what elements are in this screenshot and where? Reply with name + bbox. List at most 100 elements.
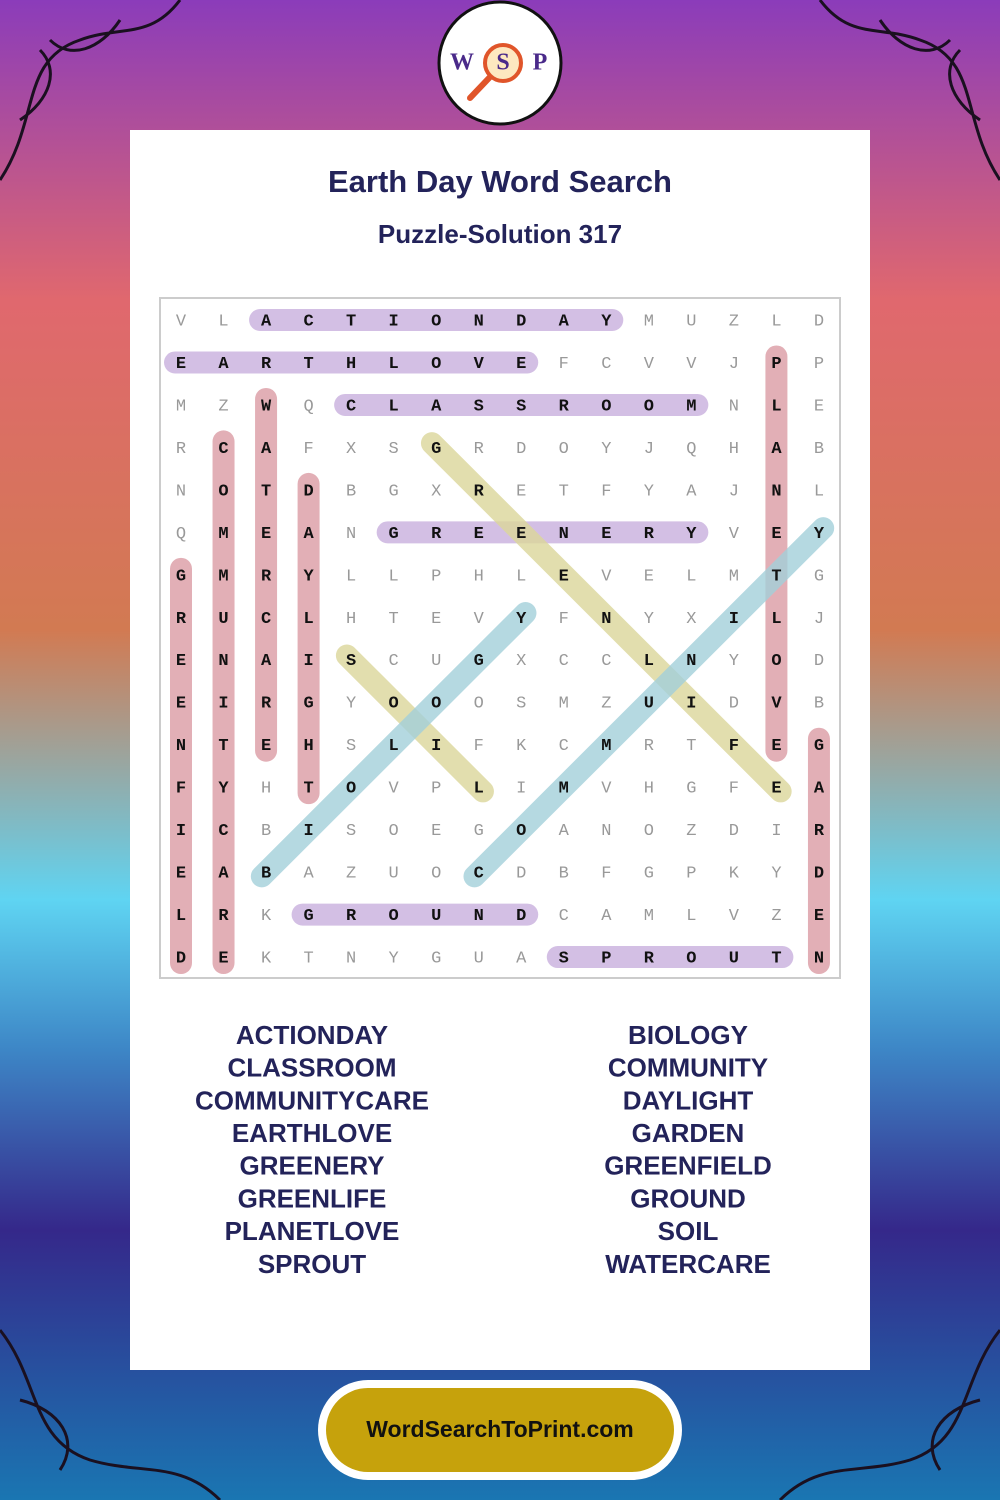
grid-letter: X (516, 652, 526, 671)
logo-lens (483, 43, 523, 83)
word-list-item: COMMUNITY (608, 1053, 768, 1083)
grid-letter: O (218, 482, 228, 501)
grid-letter: G (474, 822, 484, 841)
grid-letter: N (686, 652, 696, 671)
grid-frame (159, 297, 841, 979)
grid-letter: L (771, 397, 781, 416)
grid-letter: O (559, 440, 569, 459)
grid-letter: M (218, 525, 228, 544)
grid-letter: J (644, 440, 654, 459)
grid-letter: G (303, 695, 313, 714)
grid-letter: L (644, 652, 654, 671)
grid-letter: U (431, 652, 441, 671)
grid-letter: B (559, 865, 569, 884)
grid-letter: A (771, 440, 782, 459)
grid-letter: U (686, 312, 696, 331)
grid-letter: R (218, 907, 229, 926)
grid-letter: R (261, 355, 272, 374)
grid-letter: T (559, 482, 569, 501)
grid-letter: L (218, 312, 228, 331)
grid-letter: H (261, 780, 271, 799)
word-highlight (420, 432, 792, 803)
grid-letter: R (644, 525, 655, 544)
grid-letter: S (516, 397, 526, 416)
grid-letter: N (346, 950, 356, 969)
grid-letter: T (346, 312, 356, 331)
grid-letter: X (346, 440, 356, 459)
grid-letter: J (729, 355, 739, 374)
grid-letter: B (261, 865, 271, 884)
grid-letter: D (176, 950, 186, 969)
grid-letter: X (431, 482, 441, 501)
footer-site: WordSearchToPrint.com (366, 1416, 634, 1442)
grid-letter: H (474, 567, 484, 586)
grid-letter: E (431, 822, 441, 841)
grid-letter: D (516, 865, 526, 884)
grid-letter: V (771, 695, 782, 714)
word-list-item: BIOLOGY (628, 1020, 748, 1050)
highlights (164, 309, 835, 975)
grid-letter: K (729, 865, 740, 884)
grid-letter: X (686, 610, 696, 629)
grid-letter: A (814, 780, 825, 799)
grid-letter: E (814, 397, 824, 416)
grid-letter: M (729, 567, 739, 586)
grid-letter: A (218, 355, 229, 374)
grid-letter: R (474, 440, 484, 459)
grid-letter: U (644, 695, 654, 714)
grid-letter: N (559, 525, 569, 544)
grid-letter: L (303, 610, 313, 629)
grid-letter: V (474, 355, 485, 374)
grid-letter: F (559, 610, 569, 629)
grid-letter: E (516, 482, 526, 501)
grid-letter: R (261, 567, 272, 586)
grid-letter: T (771, 567, 781, 586)
word-list-item: EARTHLOVE (232, 1118, 392, 1148)
grid-letter: L (814, 482, 824, 501)
grid-letter: A (261, 312, 272, 331)
grid-letter: E (431, 610, 441, 629)
grid-letter: O (431, 695, 441, 714)
grid-letter: P (601, 950, 611, 969)
grid-letter: C (559, 652, 569, 671)
grid-letter: M (559, 780, 569, 799)
grid-letter: B (814, 440, 824, 459)
grid-letter: E (218, 950, 228, 969)
grid-letter: D (814, 312, 824, 331)
grid-letter: G (431, 440, 441, 459)
grid-letter: R (644, 950, 655, 969)
grid-letter: A (261, 652, 272, 671)
footer-button (326, 1388, 674, 1472)
grid-letter: N (218, 652, 228, 671)
grid-letter: Z (346, 865, 356, 884)
grid-letter: H (346, 610, 356, 629)
grid-letter: E (176, 695, 186, 714)
grid-letter: G (644, 865, 654, 884)
grid-letter: M (218, 567, 228, 586)
grid-letter: G (474, 652, 484, 671)
grid-letter: C (218, 440, 228, 459)
grid-letter: S (346, 822, 356, 841)
grid-letter: V (601, 567, 612, 586)
grid-letter: N (729, 397, 739, 416)
grid-letter: A (431, 397, 442, 416)
grid-letter: R (644, 737, 654, 756)
word-list: ACTIONDAYCLASSROOMCOMMUNITYCAREEARTHLOVE… (195, 1020, 772, 1279)
grid-letter: E (814, 907, 824, 926)
word-list-item: SPROUT (258, 1249, 366, 1279)
grid-letter: M (644, 312, 654, 331)
grid-letter: L (771, 610, 781, 629)
grid-letter: I (303, 822, 313, 841)
grid-letter: T (261, 482, 271, 501)
grid-letter: F (176, 780, 186, 799)
grid-letter: U (729, 950, 739, 969)
grid-letter: C (559, 737, 569, 756)
grid-letter: M (559, 695, 569, 714)
grid-letter: Y (644, 610, 654, 629)
grid-letter: C (601, 652, 611, 671)
grid-letter: L (389, 397, 399, 416)
grid-letter: P (431, 567, 441, 586)
grid-letter: O (431, 312, 441, 331)
grid-letter: D (814, 865, 824, 884)
